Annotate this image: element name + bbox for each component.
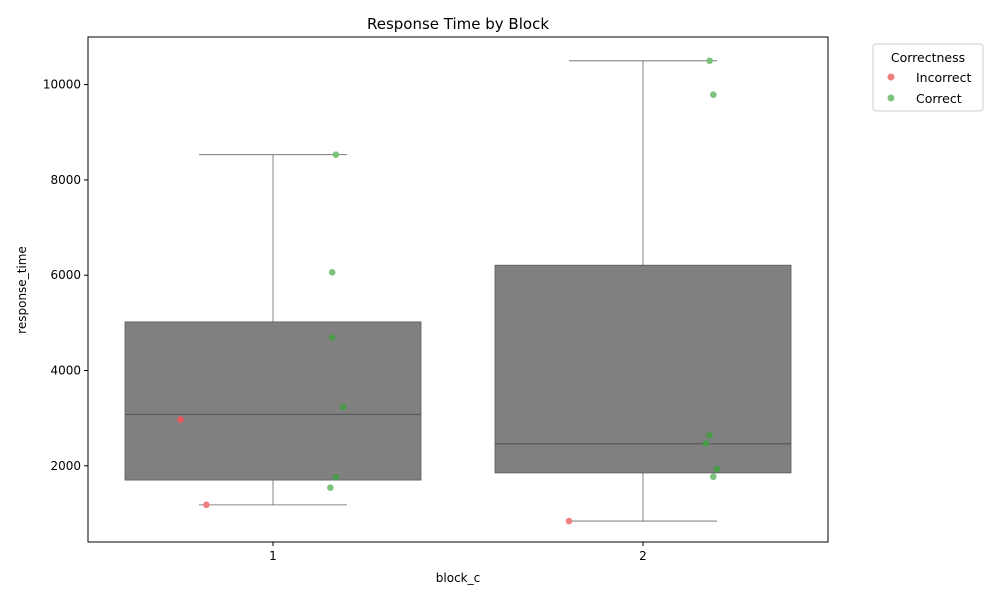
axes-frame — [87, 36, 829, 543]
plot-area — [124, 57, 792, 525]
box-group-2 — [494, 60, 792, 522]
data-point-correct — [328, 334, 336, 341]
data-point-correct — [706, 431, 713, 439]
data-point-correct — [710, 473, 717, 481]
y-tick-label: 8000 — [50, 173, 81, 187]
data-point-incorrect — [203, 501, 210, 509]
legend-title: Correctness — [891, 50, 965, 65]
data-point-correct — [327, 484, 334, 491]
data-point-correct — [710, 91, 717, 98]
legend-marker-incorrect — [887, 73, 895, 81]
y-axis: 2000 4000 6000 8000 10000 — [43, 78, 88, 473]
y-tick-label: 4000 — [50, 363, 81, 377]
y-tick-label: 2000 — [50, 459, 81, 473]
chart-title: Response Time by Block — [367, 15, 549, 33]
data-point-correct — [713, 465, 721, 473]
x-axis-label: block_c — [436, 571, 480, 585]
x-tick-label: 2 — [639, 549, 647, 563]
data-point-incorrect — [177, 416, 184, 423]
legend-frame — [872, 43, 984, 112]
data-point-correct — [328, 269, 336, 276]
data-point-correct — [332, 151, 340, 158]
legend-label-correct: Correct — [916, 91, 962, 106]
data-point-correct — [702, 440, 710, 447]
data-point-correct — [706, 57, 713, 65]
legend-marker-correct — [887, 94, 895, 102]
y-tick-label: 6000 — [50, 268, 81, 282]
box-iqr — [494, 264, 792, 474]
box-iqr — [124, 321, 422, 481]
data-point-correct — [340, 403, 347, 411]
data-point-correct — [332, 473, 340, 481]
x-tick-label: 1 — [269, 549, 277, 563]
data-point-incorrect — [565, 517, 573, 525]
legend: Correctness Incorrect Correct — [872, 43, 984, 112]
legend-label-incorrect: Incorrect — [916, 70, 971, 85]
y-tick-label: 10000 — [43, 78, 81, 92]
y-axis-label: response_time — [15, 246, 29, 334]
box-group-1 — [124, 154, 422, 506]
